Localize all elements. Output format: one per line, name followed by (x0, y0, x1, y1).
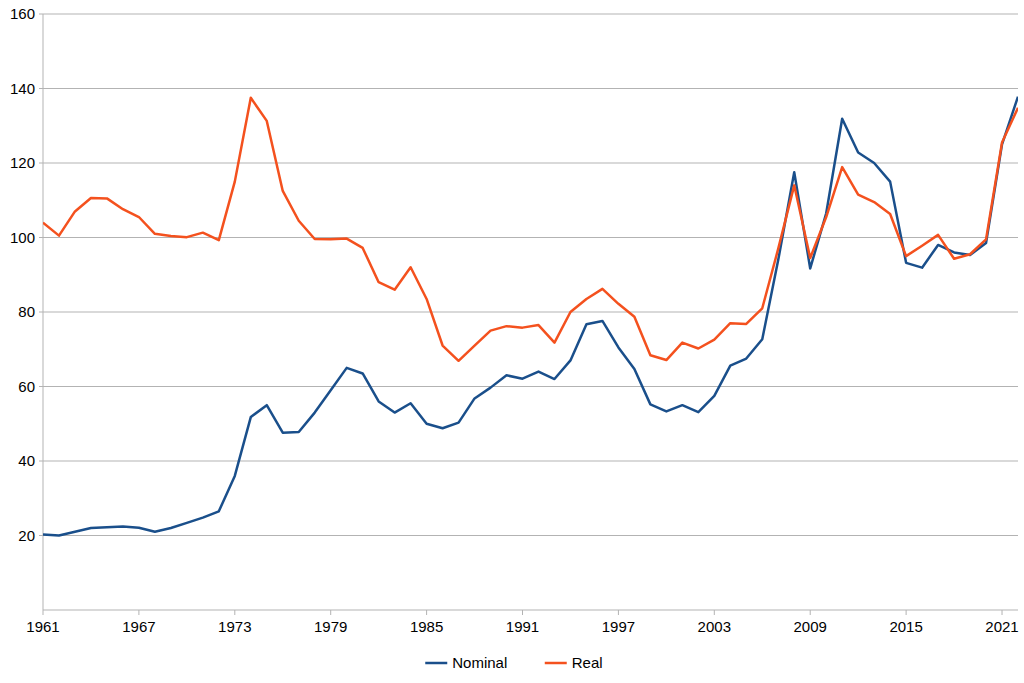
x-tick (714, 610, 715, 615)
x-tick (618, 610, 619, 615)
x-tick-labels: 1961 1967 1973 1979 1985 1991 1997 2003 2009 2015… (26, 610, 1018, 635)
x-tick-label: 2015 (889, 618, 922, 635)
y-tick-label: 20 (18, 527, 35, 544)
y-tick-label: 60 (18, 378, 35, 395)
grid (43, 14, 1018, 536)
legend-label: Nominal (452, 654, 507, 671)
x-tick-label: 1985 (410, 618, 443, 635)
x-tick (1002, 610, 1003, 615)
x-tick-label: 1967 (122, 618, 155, 635)
legend-label: Real (572, 654, 603, 671)
y-tick-labels: 20 40 60 80 100 120 140 160 (10, 5, 43, 544)
y-tick (39, 237, 43, 238)
x-tick (810, 610, 811, 615)
y-tick-label: 160 (10, 5, 35, 22)
series-line (43, 97, 1018, 536)
plot-area (43, 97, 1018, 536)
x-tick (426, 610, 427, 615)
grid-line (43, 14, 1018, 15)
y-tick-label: 40 (18, 452, 35, 469)
grid-line (43, 386, 1018, 387)
x-axis (43, 610, 1018, 611)
y-tick-label: 140 (10, 80, 35, 97)
grid-line (43, 535, 1018, 536)
y-tick-label: 100 (10, 229, 35, 246)
x-tick-label: 1991 (506, 618, 539, 635)
y-tick (39, 312, 43, 313)
y-tick (39, 88, 43, 89)
x-tick (43, 610, 44, 615)
x-tick (330, 610, 331, 615)
chart: 20 40 60 80 100 120 140 160 1961 1967 1973 1979 1985… (0, 0, 1024, 683)
x-tick (522, 610, 523, 615)
x-tick-label: 1997 (602, 618, 635, 635)
legend-swatch (425, 662, 447, 665)
x-tick-label: 2009 (794, 618, 827, 635)
y-tick (39, 386, 43, 387)
legend-swatch (545, 662, 567, 665)
series-line (43, 98, 1018, 361)
y-tick-label: 120 (10, 154, 35, 171)
x-tick (234, 610, 235, 615)
y-tick-label: 80 (18, 303, 35, 320)
y-tick (39, 14, 43, 15)
x-tick-label: 1961 (26, 618, 59, 635)
y-axis (43, 14, 44, 610)
x-tick-label: 1973 (218, 618, 251, 635)
y-tick (39, 163, 43, 164)
grid-line (43, 312, 1018, 313)
x-tick-label: 1979 (314, 618, 347, 635)
x-tick-label: 2021 (985, 618, 1018, 635)
x-tick (138, 610, 139, 615)
legend: Nominal Real (425, 654, 602, 671)
grid-line (43, 88, 1018, 89)
x-tick (906, 610, 907, 615)
grid-line (43, 461, 1018, 462)
x-tick-label: 2003 (698, 618, 731, 635)
y-tick (39, 535, 43, 536)
y-tick (39, 461, 43, 462)
